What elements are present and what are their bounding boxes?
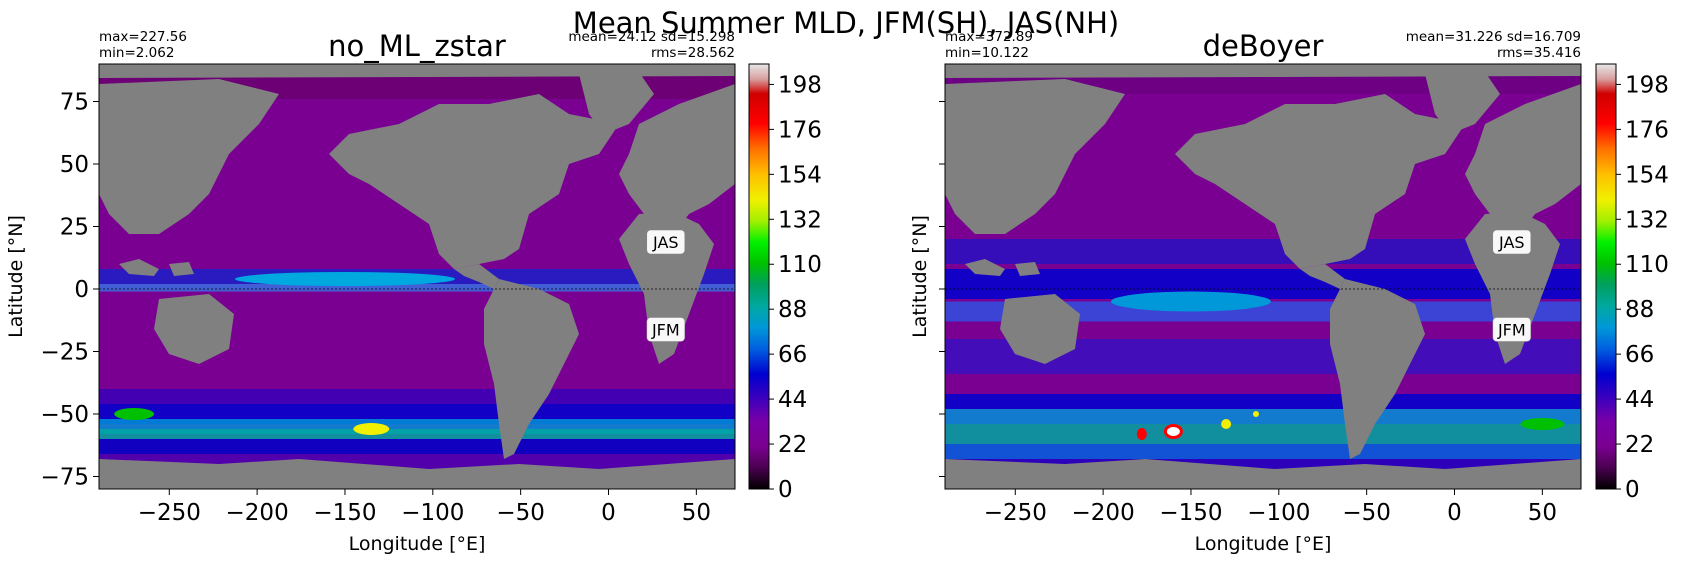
colorbar-tick-label: 88 [778, 297, 807, 323]
stats-min: min=2.062 [99, 45, 174, 61]
stats-min: min=10.122 [945, 45, 1029, 61]
colorbar-tick-label: 132 [1625, 207, 1669, 233]
field-feature [353, 423, 390, 435]
x-tick-label: −200 [226, 500, 289, 526]
x-tick-label: −200 [1072, 500, 1135, 526]
y-tick-label: −50 [40, 402, 89, 428]
axes-frame [944, 63, 1582, 490]
stats-max: max=372.89 [945, 29, 1033, 45]
jas-label-box [646, 229, 686, 255]
colorbar-tick-label: 66 [778, 342, 807, 368]
figure-suptitle: Mean Summer MLD, JFM(SH), JAS(NH) [573, 6, 1119, 40]
field-feature [1110, 291, 1271, 312]
field-band [945, 444, 1581, 459]
jfm-label: JFM [1497, 321, 1526, 340]
mld-field [945, 64, 1581, 489]
x-tick-label: −50 [496, 500, 545, 526]
colorbar-tick-label: 176 [1625, 117, 1669, 143]
panels-container: −250 −200 −150 −100 −50 0 50 75 50 25 0 −25 −50 −75 Lo… [5, 29, 1669, 555]
colorbar-tick-label: 198 [778, 72, 822, 98]
stats-rms: rms=28.562 [651, 45, 735, 61]
field-feature [1163, 424, 1183, 439]
jas-label-box [1492, 229, 1532, 255]
field-band [99, 389, 735, 404]
field-band [99, 429, 735, 439]
colorbar-tick-label: 198 [1625, 72, 1669, 98]
field-feature [1136, 428, 1147, 440]
y-tick-label: 50 [60, 152, 89, 178]
field-feature [114, 408, 155, 420]
field-band [945, 424, 1581, 444]
stats-mean-sd: mean=31.226 sd=16.709 [1406, 29, 1581, 45]
x-tick-label: −50 [1342, 500, 1391, 526]
field-band [99, 284, 735, 292]
x-tick-label: −100 [401, 500, 464, 526]
field-feature [234, 272, 455, 286]
colorbar [1595, 63, 1617, 490]
jfm-label: JFM [651, 321, 680, 340]
colorbar-tick-label: 154 [778, 162, 822, 188]
stats-mean-sd: mean=24.12 sd=15.298 [568, 29, 735, 45]
field-feature [1252, 411, 1259, 417]
field-band [945, 409, 1581, 424]
y-tick-label: 75 [60, 90, 89, 116]
x-tick-label: −250 [984, 500, 1047, 526]
field-band [99, 439, 735, 454]
mld-field [99, 64, 735, 489]
y-axis-label: Latitude [°N] [5, 215, 27, 338]
y-tick-label: −25 [40, 340, 89, 366]
x-tick-label: −150 [1159, 500, 1222, 526]
colorbar-tick-label: 110 [778, 252, 822, 278]
x-tick-label: 50 [1528, 500, 1557, 526]
jas-label: JAS [1498, 233, 1525, 252]
field-band [945, 394, 1581, 409]
panel-title: no_ML_zstar [328, 29, 506, 63]
x-tick-label: −150 [313, 500, 376, 526]
panel-1: −250 −200 −150 −100 −50 0 50 75 50 25 0 −25 −50 −75 Lo… [5, 29, 822, 555]
colorbar-tick-label: 154 [1625, 162, 1669, 188]
colorbar-tick-label: 44 [778, 387, 807, 413]
x-tick-label: 50 [682, 500, 711, 526]
y-tick-label: 25 [60, 215, 89, 241]
colorbar-tick-label: 44 [1625, 387, 1654, 413]
x-tick-label: 0 [601, 500, 616, 526]
jfm-label-box [646, 317, 686, 342]
x-axis-label: Longitude [°E] [1195, 533, 1332, 555]
colorbar-tick-label: 66 [1625, 342, 1654, 368]
colorbar-tick-label: 176 [778, 117, 822, 143]
colorbar-tick-label: 22 [1625, 432, 1654, 458]
y-tick-label: −75 [40, 465, 89, 491]
field-band [945, 301, 1581, 322]
field-feature [1520, 418, 1565, 430]
jfm-label-box [1492, 317, 1532, 342]
x-tick-label: −250 [138, 500, 201, 526]
stats-max: max=227.56 [99, 29, 187, 45]
jas-label: JAS [652, 233, 679, 252]
colorbar-tick-label: 132 [778, 207, 822, 233]
x-tick-label: −100 [1247, 500, 1310, 526]
colorbar-tick-label: 88 [1625, 297, 1654, 323]
y-axis-label: Latitude [°N] [909, 215, 931, 338]
x-tick-label: 0 [1447, 500, 1462, 526]
colorbar-tick-label: 0 [778, 477, 793, 503]
y-tick-label: 0 [74, 277, 89, 303]
field-band [945, 269, 1581, 299]
panel-title: deBoyer [1203, 29, 1324, 63]
colorbar-tick-label: 0 [1625, 477, 1640, 503]
field-feature [1221, 419, 1232, 429]
x-axis-label: Longitude [°E] [349, 533, 486, 555]
colorbar-tick-label: 22 [778, 432, 807, 458]
colorbar [748, 63, 770, 490]
stats-rms: rms=35.416 [1497, 45, 1581, 61]
axes-frame [98, 63, 736, 490]
colorbar-tick-label: 110 [1625, 252, 1669, 278]
panel-2: −250 −200 −150 −100 −50 0 50 Longitude [°E] Lati… [909, 29, 1669, 555]
